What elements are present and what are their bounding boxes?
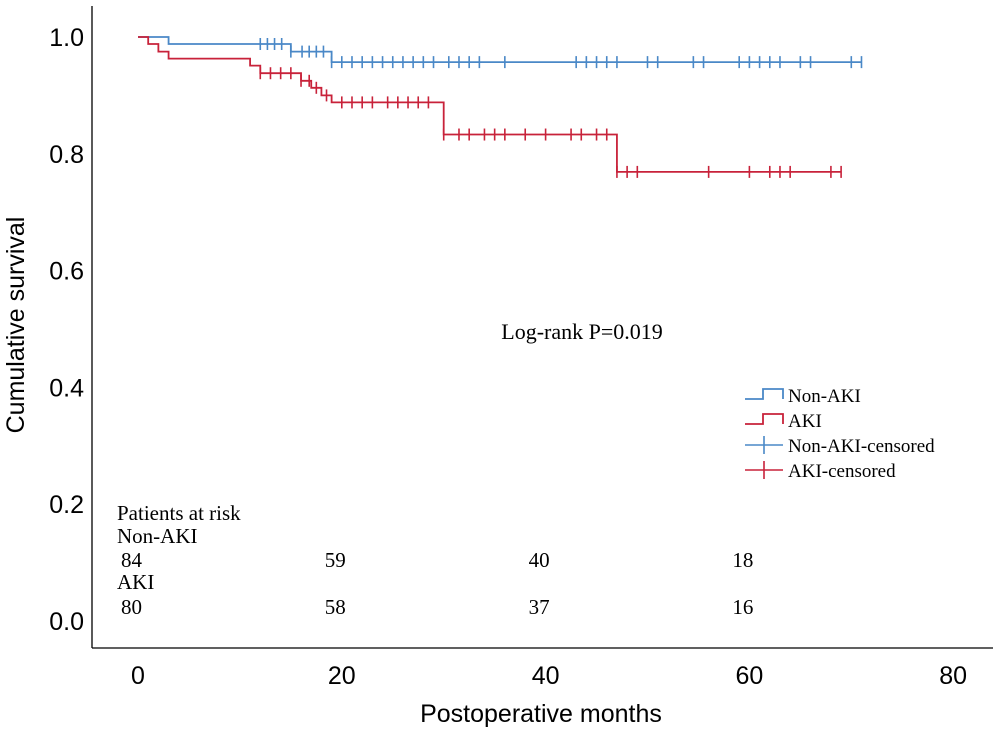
at-risk-title: Patients at risk bbox=[117, 501, 241, 525]
y-tick-label: 0.4 bbox=[49, 374, 84, 402]
at-risk-value: 59 bbox=[325, 548, 346, 572]
at-risk-value: 18 bbox=[732, 548, 753, 572]
legend-swatch-aki bbox=[745, 413, 784, 425]
legend-label: AKI bbox=[788, 411, 822, 432]
y-tick-label: 0.8 bbox=[49, 141, 84, 169]
log-rank-annotation: Log-rank P=0.019 bbox=[501, 319, 663, 344]
y-tick-label: 0.0 bbox=[49, 608, 84, 636]
y-axis-label: Cumulative survival bbox=[2, 217, 30, 434]
x-axis-label: Postoperative months bbox=[420, 700, 662, 728]
x-tick-label: 40 bbox=[532, 662, 560, 690]
legend-swatch-non-aki bbox=[745, 388, 784, 400]
tick-marks: 0.0 0.2 0.4 0.6 0.8 1.0 0 20 40 60 80 bbox=[49, 24, 967, 690]
survival-curve-aki bbox=[138, 36, 842, 173]
at-risk-value: 16 bbox=[732, 595, 753, 619]
y-tick-label: 0.2 bbox=[49, 491, 84, 519]
survival-curves bbox=[138, 36, 862, 173]
legend: Non-AKI AKI Non-AKI-censored AKI-censored bbox=[745, 386, 935, 482]
legend-label: Non-AKI-censored bbox=[788, 436, 935, 457]
at-risk-value: 40 bbox=[529, 548, 550, 572]
x-tick-label: 60 bbox=[735, 662, 763, 690]
at-risk-row-label: Non-AKI bbox=[117, 524, 197, 548]
legend-label: AKI-censored bbox=[788, 461, 896, 482]
y-tick-label: 1.0 bbox=[49, 24, 84, 52]
legend-label: Non-AKI bbox=[788, 386, 861, 407]
at-risk-value: 37 bbox=[529, 595, 550, 619]
at-risk-row-label: AKI bbox=[117, 570, 154, 594]
x-tick-label: 80 bbox=[939, 662, 967, 690]
at-risk-value: 80 bbox=[121, 595, 142, 619]
y-tick-label: 0.6 bbox=[49, 258, 84, 286]
x-tick-label: 20 bbox=[328, 662, 356, 690]
censor-marks bbox=[259, 38, 863, 178]
at-risk-value: 84 bbox=[121, 548, 143, 572]
at-risk-value: 58 bbox=[325, 595, 346, 619]
x-tick-label: 0 bbox=[131, 662, 145, 690]
axes bbox=[91, 6, 993, 649]
